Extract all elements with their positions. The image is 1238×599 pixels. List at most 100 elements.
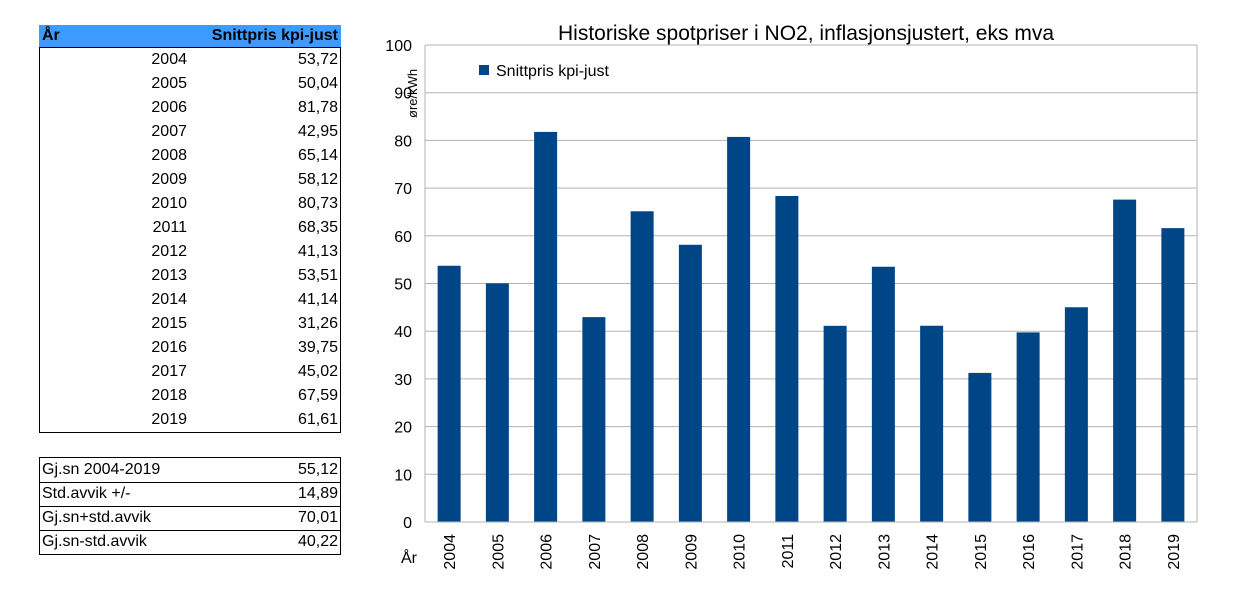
x-tick-label: 2009 [683,534,700,570]
stat-value: 70,01 [297,509,338,526]
y-tick-label: 40 [394,324,412,341]
x-tick-labels: 2004 2005 2006 2007 2008 2009 2010 2011 2012 2013… [442,534,1183,570]
table-row: 2006 81,78 [40,96,340,120]
stat-row: Gj.sn+std.avvik 70,01 [40,506,340,530]
y-axis-label: øre/kWh [405,69,420,118]
x-tick-label: 2016 [1021,534,1038,570]
row-value: 80,73 [297,195,338,212]
stat-divider [40,530,340,531]
x-axis-label: År [401,548,418,567]
table-row: 2018 67,59 [40,384,340,408]
row-year: 2004 [151,51,187,68]
bar [968,372,992,522]
row-value: 65,14 [297,147,338,164]
stats-table: Gj.sn 2004-2019 55,12 Std.avvik +/- 14,89 Gj… [39,457,341,555]
row-year: 2016 [151,339,187,356]
x-tick-label: 2004 [442,534,459,570]
bar [920,325,944,522]
table-row: 2012 41,13 [40,240,340,264]
row-year: 2014 [151,291,187,308]
header-year: År [39,25,86,47]
row-value: 45,02 [297,363,338,380]
bar [775,195,799,522]
row-value: 39,75 [297,339,338,356]
x-tick-label: 2018 [1118,534,1135,570]
row-year: 2006 [151,99,187,116]
table-row: 2005 50,04 [40,72,340,96]
y-tick-label: 100 [385,38,412,55]
bar [1064,307,1088,522]
row-year: 2017 [151,363,187,380]
y-tick-label: 20 [394,420,412,437]
stat-row: Std.avvik +/- 14,89 [40,482,340,506]
row-year: 2012 [151,243,187,260]
row-value: 41,13 [297,243,338,260]
table-row: 2015 31,26 [40,312,340,336]
x-tick-label: 2006 [539,534,556,570]
bar [1016,332,1040,522]
bars [437,131,1185,523]
row-year: 2015 [151,315,187,332]
row-value: 58,12 [297,171,338,188]
row-year: 2010 [151,195,187,212]
table-row: 2010 80,73 [40,192,340,216]
x-tick-label: 2019 [1166,534,1183,570]
row-value: 68,35 [297,219,338,236]
bar [1113,199,1137,522]
row-year: 2007 [151,123,187,140]
y-tick-label: 50 [394,277,412,294]
bar [582,317,606,522]
stat-label: Std.avvik +/- [42,485,131,502]
x-tick-label: 2005 [490,534,507,570]
stat-value: 40,22 [297,533,338,550]
row-year: 2011 [152,219,187,236]
table-row: 2014 41,14 [40,288,340,312]
stat-row: Gj.sn 2004-2019 55,12 [40,458,340,482]
row-value: 67,59 [297,387,338,404]
row-value: 61,61 [297,411,338,428]
x-tick-label: 2008 [635,534,652,570]
table-row: 2009 58,12 [40,168,340,192]
y-tick-label: 30 [394,372,412,389]
y-tick-label: 70 [394,181,412,198]
stat-label: Gj.sn-std.avvik [42,533,147,550]
table-row: 2017 45,02 [40,360,340,384]
row-year: 2018 [151,387,187,404]
stat-label: Gj.sn+std.avvik [42,509,151,526]
legend-swatch [479,65,489,75]
bar [727,136,751,522]
row-value: 53,51 [297,267,338,284]
y-tick-label: 0 [403,515,412,532]
row-value: 41,14 [297,291,338,308]
y-tick-label: 60 [394,229,412,246]
bar [630,211,654,522]
x-tick-label: 2012 [828,534,845,570]
table-row: 2013 53,51 [40,264,340,288]
table-row: 2011 68,35 [40,216,340,240]
table-row: 2004 53,72 [40,48,340,72]
x-tick-label: 2011 [780,534,797,569]
x-tick-label: 2014 [925,534,942,570]
y-tick-label: 90 [394,86,412,103]
bar [678,244,702,523]
bar [871,266,895,522]
legend-label: Snittpris kpi-just [496,63,609,80]
x-tick-label: 2017 [1069,534,1086,570]
stat-divider [40,506,340,507]
data-table-header: År Snittpris kpi-just [39,25,341,47]
legend: Snittpris kpi-just [479,63,609,80]
y-tick-labels: 0 10 20 30 40 50 60 70 80 90 100 [385,38,412,532]
chart-title: Historiske spotpriser i NO2, inflasjonsj… [558,22,1054,45]
data-table-body: 2004 53,72 2005 50,04 2006 81,78 2007 42,95 2008… [39,47,341,433]
row-year: 2009 [151,171,187,188]
row-year: 2013 [151,267,187,284]
bar [1161,228,1185,522]
row-value: 42,95 [297,123,338,140]
x-tick-label: 2010 [732,534,749,570]
stat-value: 14,89 [297,485,338,502]
row-value: 81,78 [297,99,338,116]
bar [485,283,509,522]
bar [823,325,847,522]
stat-row: Gj.sn-std.avvik 40,22 [40,530,340,554]
